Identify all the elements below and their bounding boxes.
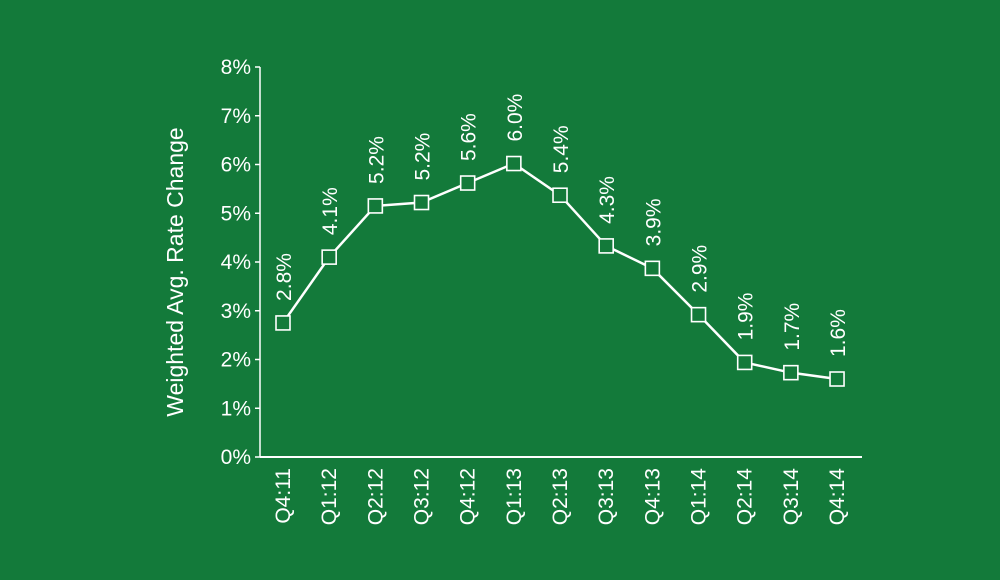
x-tick-label: Q1:13 xyxy=(503,468,526,525)
y-tick-label: 7% xyxy=(221,105,251,128)
y-tick-label: 6% xyxy=(221,154,251,177)
data-label: 5.6% xyxy=(458,113,481,161)
x-axis: Q4:11 Q1:12 Q2:12 Q3:12 Q4:12 Q1:13 Q2:13 Q3:13… xyxy=(260,456,862,526)
data-point xyxy=(506,155,522,172)
x-tick-label: Q1:14 xyxy=(688,468,711,526)
x-tick-label: Q2:13 xyxy=(549,468,572,525)
data-point xyxy=(367,198,384,214)
data-label: 2.8% xyxy=(273,253,296,301)
data-point xyxy=(829,371,845,387)
data-point xyxy=(644,260,661,277)
data-label: 5.2% xyxy=(412,133,435,181)
data-point xyxy=(552,187,568,204)
y-axis-title: Weighted Avg. Rate Change xyxy=(162,127,188,416)
data-point xyxy=(690,306,707,323)
y-tick-label: 8% xyxy=(221,56,251,79)
data-point xyxy=(413,194,430,211)
data-label: 1.6% xyxy=(827,309,850,357)
x-tick-label: Q4:14 xyxy=(826,468,849,526)
x-tick-label: Q2:14 xyxy=(734,468,757,526)
x-tick-label: Q1:12 xyxy=(318,468,341,525)
data-point xyxy=(459,175,476,191)
x-tick-label: Q3:14 xyxy=(780,468,803,526)
data-label: 6.0% xyxy=(504,94,527,142)
data-label: 2.9% xyxy=(689,245,712,293)
data-point xyxy=(321,249,337,265)
y-tick-label: 5% xyxy=(221,202,251,225)
y-tick-label: 4% xyxy=(221,251,251,274)
x-tick-label: Q2:12 xyxy=(364,468,387,525)
y-tick-label: 1% xyxy=(221,397,251,420)
data-label: 5.4% xyxy=(550,125,573,173)
series-1: 2.8% 4.1% 5.2% 5.2% 5.6% 6.0% 5.4% 4.3% 3.9% 2.9%… xyxy=(273,94,850,387)
x-tick-label: Q4:12 xyxy=(457,468,480,525)
x-tick-label: Q3:12 xyxy=(411,468,434,525)
data-label: 5.2% xyxy=(365,136,388,184)
data-point xyxy=(598,238,614,254)
y-tick-label: 3% xyxy=(221,300,251,323)
data-label: 4.1% xyxy=(319,187,342,235)
x-tick-label: Q4:13 xyxy=(641,468,664,525)
y-axis: 0% 1% 2% 3% 4% 5% 6% 7% 8% xyxy=(221,56,261,469)
y-tick-label: 0% xyxy=(221,446,251,469)
data-label: 1.7% xyxy=(781,303,804,351)
data-label: 3.9% xyxy=(642,198,665,246)
data-point xyxy=(275,315,291,331)
y-tick-label: 2% xyxy=(221,349,251,372)
x-tick-label: Q4:11 xyxy=(272,468,295,524)
data-point xyxy=(783,364,799,381)
data-point xyxy=(736,354,753,371)
data-label: 1.9% xyxy=(735,293,758,341)
x-tick-label: Q3:13 xyxy=(595,468,618,525)
data-label: 4.3% xyxy=(596,176,619,224)
